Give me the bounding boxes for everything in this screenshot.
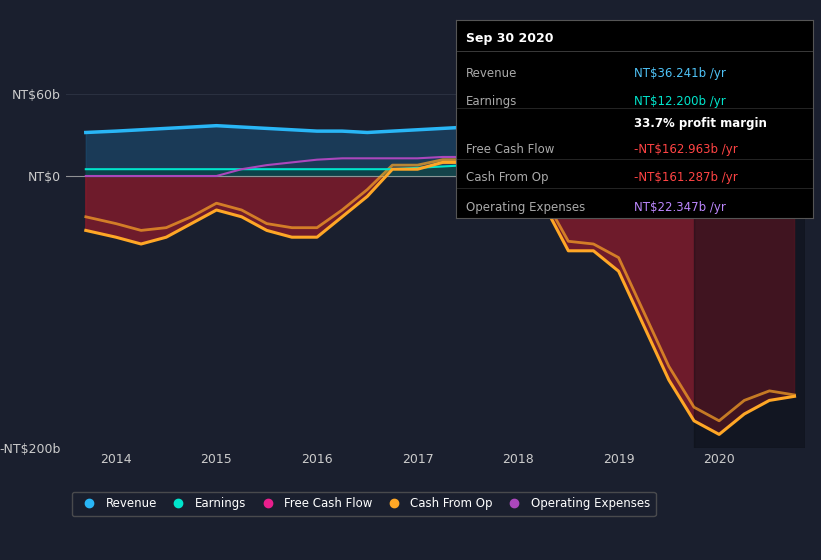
Text: Earnings: Earnings: [466, 95, 518, 108]
Text: -NT$161.287b /yr: -NT$161.287b /yr: [635, 171, 738, 184]
Text: Cash From Op: Cash From Op: [466, 171, 549, 184]
Text: NT$12.200b /yr: NT$12.200b /yr: [635, 95, 726, 108]
Text: Revenue: Revenue: [466, 67, 518, 80]
Text: -NT$162.963b /yr: -NT$162.963b /yr: [635, 143, 738, 156]
Bar: [694, 67, 805, 448]
Text: NT$22.347b /yr: NT$22.347b /yr: [635, 200, 726, 213]
Text: Operating Expenses: Operating Expenses: [466, 200, 585, 213]
Text: 33.7% profit margin: 33.7% profit margin: [635, 117, 767, 130]
Legend: Revenue, Earnings, Free Cash Flow, Cash From Op, Operating Expenses: Revenue, Earnings, Free Cash Flow, Cash …: [71, 492, 656, 516]
Text: Free Cash Flow: Free Cash Flow: [466, 143, 555, 156]
Text: Sep 30 2020: Sep 30 2020: [466, 31, 554, 45]
Text: NT$36.241b /yr: NT$36.241b /yr: [635, 67, 726, 80]
